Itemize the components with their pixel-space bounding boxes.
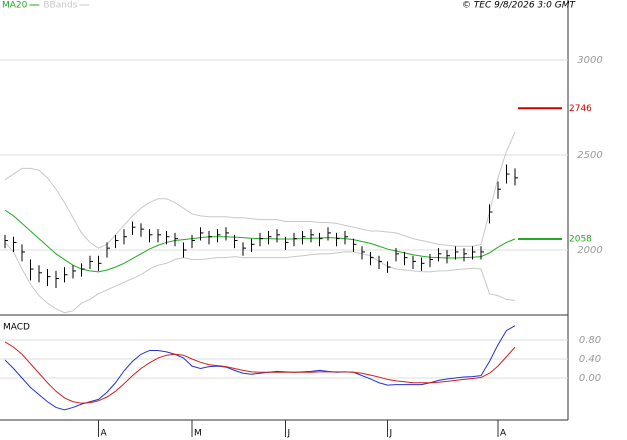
x-tick-label: A: [500, 429, 507, 439]
y-tick-label: 3000: [577, 55, 602, 66]
y-tick-label: 2000: [577, 245, 602, 256]
legend-label: BBands: [43, 1, 77, 11]
panel-title: MACD: [3, 323, 30, 333]
band-upper: [4, 132, 516, 249]
y-tick-label: 2500: [577, 150, 602, 161]
y-tick-label: 0.80: [579, 335, 601, 346]
y-tick-label: 0.00: [579, 373, 601, 384]
legend-label: MA20: [2, 1, 28, 11]
x-tick-label: M: [194, 429, 202, 439]
x-tick-label: J: [389, 429, 393, 439]
level-label: 2058: [569, 235, 592, 245]
x-tick-label: J: [287, 429, 291, 439]
x-tick-label: A: [101, 429, 108, 439]
level-label: 2746: [569, 104, 592, 114]
copyright: © TEC 9/8/2026 3:0 GMT: [462, 1, 577, 11]
y-tick-label: 0.40: [579, 354, 601, 365]
macd-line: [4, 341, 516, 404]
band-lower: [4, 242, 516, 314]
